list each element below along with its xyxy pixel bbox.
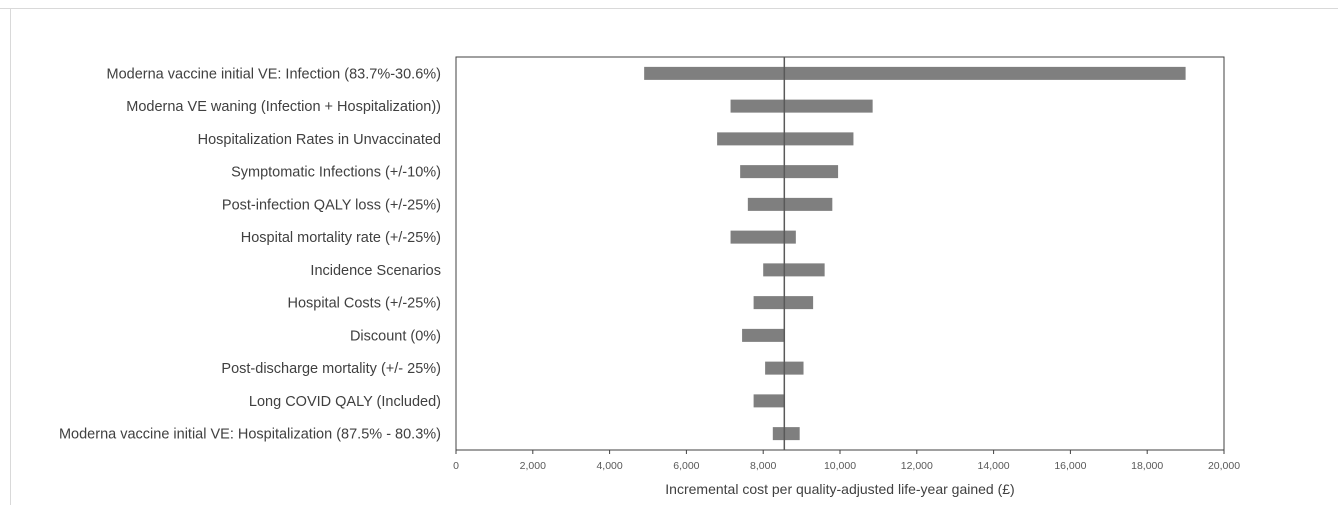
category-label-8: Discount (0%) xyxy=(350,328,441,344)
x-tick-label-1: 2,000 xyxy=(520,460,546,472)
category-label-6: Incidence Scenarios xyxy=(310,263,441,279)
bar-3 xyxy=(740,165,839,179)
bar-7 xyxy=(753,296,814,310)
bars-group xyxy=(644,66,1186,441)
x-tick-label-4: 8,000 xyxy=(750,460,776,472)
x-axis-ticks: 0 2,000 4,000 6,000 8,000 10,000 12,000 14,000 1… xyxy=(453,450,1240,472)
bar-0 xyxy=(644,66,1186,80)
figure-border-left xyxy=(10,8,11,505)
x-tick-label-3: 6,000 xyxy=(673,460,699,472)
category-label-4: Post-infection QALY loss (+/-25%) xyxy=(222,197,441,213)
x-tick-label-2: 4,000 xyxy=(596,460,622,472)
bar-1 xyxy=(730,99,873,113)
bar-10 xyxy=(753,394,785,408)
category-label-3: Symptomatic Infections (+/-10%) xyxy=(231,165,441,181)
category-label-1: Moderna VE waning (Infection + Hospitali… xyxy=(126,99,441,115)
x-axis-title: Incremental cost per quality-adjusted li… xyxy=(665,481,1014,497)
plot-area xyxy=(455,56,1225,451)
x-tick-label-6: 12,000 xyxy=(901,460,933,472)
category-label-2: Hospitalization Rates in Unvaccinated xyxy=(198,132,441,148)
category-label-0: Moderna vaccine initial VE: Infection (8… xyxy=(107,66,441,82)
bar-4 xyxy=(747,197,833,211)
bar-8 xyxy=(742,328,785,342)
figure-border-top xyxy=(0,8,1338,9)
bar-11 xyxy=(772,427,800,441)
category-label-11: Moderna vaccine initial VE: Hospitalizat… xyxy=(59,427,441,443)
x-tick-label-9: 18,000 xyxy=(1131,460,1163,472)
x-tick-label-5: 10,000 xyxy=(824,460,856,472)
category-label-7: Hospital Costs (+/-25%) xyxy=(287,296,441,312)
bar-6 xyxy=(763,263,825,277)
x-tick-label-8: 16,000 xyxy=(1054,460,1086,472)
x-tick-label-7: 14,000 xyxy=(978,460,1010,472)
category-labels: Moderna vaccine initial VE: Infection (8… xyxy=(59,66,441,442)
category-label-9: Post-discharge mortality (+/- 25%) xyxy=(221,361,441,377)
category-label-5: Hospital mortality rate (+/-25%) xyxy=(241,230,441,246)
x-tick-label-10: 20,000 xyxy=(1208,460,1240,472)
bar-5 xyxy=(730,230,796,244)
x-tick-label-0: 0 xyxy=(453,460,459,472)
category-label-10: Long COVID QALY (Included) xyxy=(249,394,441,410)
bar-2 xyxy=(717,132,854,146)
